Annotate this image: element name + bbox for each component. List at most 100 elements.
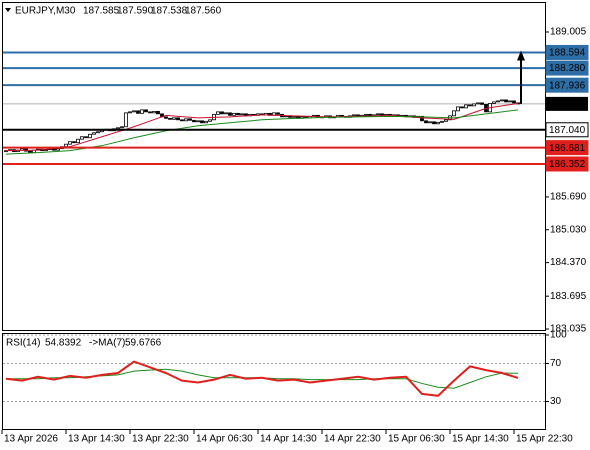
menu-triangle bbox=[5, 8, 11, 12]
candle bbox=[500, 99, 504, 102]
current-price-label: 187.560 bbox=[549, 99, 586, 110]
candle bbox=[132, 110, 136, 113]
candle bbox=[64, 143, 68, 148]
candle bbox=[452, 110, 456, 117]
high: 187.590 bbox=[117, 6, 154, 17]
x-tick-label: 14 Apr 22:30 bbox=[324, 434, 381, 445]
arrow-head bbox=[517, 50, 525, 61]
candle bbox=[136, 110, 140, 114]
candle bbox=[92, 132, 96, 135]
candle bbox=[232, 112, 236, 116]
x-tick-label: 14 Apr 06:30 bbox=[196, 434, 253, 445]
x-tick-label: 15 Apr 14:30 bbox=[452, 434, 509, 445]
candle bbox=[376, 113, 380, 116]
candle bbox=[120, 126, 124, 129]
candle bbox=[28, 150, 32, 154]
x-tick-label: 13 Apr 14:30 bbox=[68, 434, 125, 445]
x-tick-label: 14 Apr 14:30 bbox=[260, 434, 317, 445]
candle bbox=[444, 119, 448, 122]
candle bbox=[456, 106, 460, 112]
level-tag bbox=[545, 60, 589, 76]
level-tag bbox=[545, 122, 589, 138]
candle bbox=[440, 120, 444, 123]
candle bbox=[276, 112, 280, 115]
x-tick-label: 13 Apr 2026 bbox=[4, 434, 58, 445]
candle bbox=[220, 111, 224, 115]
candle bbox=[492, 101, 496, 104]
candle bbox=[172, 117, 176, 120]
candle bbox=[208, 119, 212, 122]
candle bbox=[88, 133, 92, 139]
level-label: 186.352 bbox=[549, 159, 586, 170]
ma-value: 59.6766 bbox=[125, 338, 162, 349]
candle bbox=[228, 112, 232, 116]
candle bbox=[56, 148, 60, 151]
level-tag bbox=[545, 140, 589, 156]
candle bbox=[204, 120, 208, 124]
candle bbox=[496, 100, 500, 103]
candle bbox=[508, 100, 512, 103]
candle bbox=[216, 111, 220, 115]
level-tag bbox=[545, 156, 589, 172]
y-tick-label: 70 bbox=[550, 358, 562, 369]
y-tick-label: 189.005 bbox=[550, 27, 587, 38]
candle bbox=[168, 117, 172, 120]
candle bbox=[480, 102, 484, 105]
candle bbox=[176, 117, 180, 121]
symbol: EURJPY,M30 bbox=[15, 6, 76, 17]
candle bbox=[68, 141, 72, 145]
candle bbox=[240, 113, 244, 116]
candle bbox=[432, 121, 436, 125]
candle bbox=[144, 109, 148, 113]
level-label: 186.681 bbox=[549, 143, 586, 154]
candle bbox=[180, 119, 184, 122]
x-tick-label: 15 Apr 06:30 bbox=[388, 434, 445, 445]
y-tick-label: 183.035 bbox=[550, 324, 587, 335]
y-tick-label: 30 bbox=[550, 396, 562, 407]
candle bbox=[200, 120, 204, 124]
current-price-tag bbox=[546, 96, 588, 111]
candle bbox=[352, 114, 356, 117]
level-label: 188.280 bbox=[549, 63, 586, 74]
candle bbox=[436, 121, 440, 125]
candle bbox=[84, 136, 88, 139]
candle bbox=[464, 104, 468, 109]
candle bbox=[468, 104, 472, 107]
y-tick-label: 183.695 bbox=[550, 291, 587, 302]
moving-average bbox=[5, 102, 519, 152]
candle bbox=[152, 110, 156, 114]
level-label: 187.040 bbox=[549, 125, 586, 136]
candle bbox=[476, 102, 480, 105]
candle bbox=[148, 111, 152, 114]
candle bbox=[504, 99, 508, 103]
candle bbox=[424, 120, 428, 124]
y-tick-label: 185.030 bbox=[550, 224, 587, 235]
close: 187.560 bbox=[185, 6, 222, 17]
candle bbox=[512, 100, 516, 104]
candle bbox=[292, 115, 296, 118]
rsi-name: RSI(14) bbox=[6, 338, 40, 349]
open: 187.585 bbox=[83, 6, 120, 17]
candle bbox=[164, 116, 168, 119]
y-tick-label: 185.690 bbox=[550, 192, 587, 203]
x-tick-label: 15 Apr 22:30 bbox=[516, 434, 573, 445]
candle bbox=[96, 131, 100, 134]
candle bbox=[72, 141, 76, 144]
candle bbox=[364, 113, 368, 116]
candle bbox=[472, 103, 476, 107]
y-tick-label: 100 bbox=[550, 330, 567, 341]
level-tag bbox=[545, 77, 589, 93]
candle bbox=[196, 120, 200, 123]
candle bbox=[236, 112, 240, 116]
y-tick-label: 184.370 bbox=[550, 257, 587, 268]
rsi-line bbox=[5, 360, 519, 397]
candle bbox=[116, 127, 120, 130]
candle bbox=[124, 112, 128, 128]
candle bbox=[184, 118, 188, 122]
candle bbox=[224, 112, 228, 115]
candle bbox=[428, 121, 432, 124]
candle bbox=[128, 111, 132, 114]
x-tick-label: 13 Apr 22:30 bbox=[132, 434, 189, 445]
candle bbox=[76, 138, 80, 144]
